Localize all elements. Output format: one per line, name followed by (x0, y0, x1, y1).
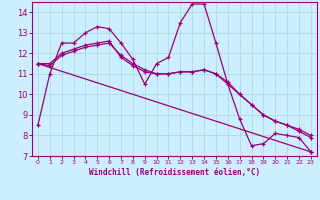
X-axis label: Windchill (Refroidissement éolien,°C): Windchill (Refroidissement éolien,°C) (89, 168, 260, 177)
